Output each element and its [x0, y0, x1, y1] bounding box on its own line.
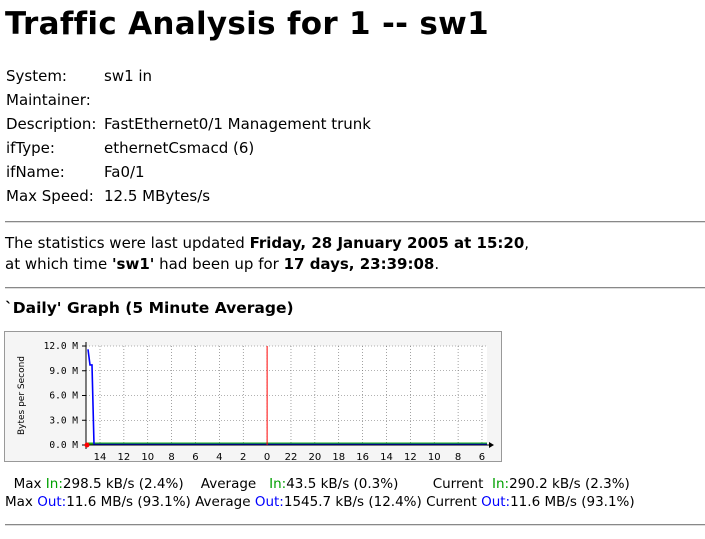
system-name: 'sw1' — [111, 255, 155, 273]
info-value: sw1 in — [104, 67, 153, 85]
current-in-value: 290.2 kB/s (2.3%) — [509, 476, 630, 492]
x-tick-label: 14 — [94, 452, 107, 461]
y-tick-label: 3.0 M — [49, 415, 78, 426]
last-updated-time: Friday, 28 January 2005 at 15:20 — [249, 234, 525, 252]
info-row-ifname: ifName: Fa0/1 — [6, 160, 371, 184]
stats-text: had been up for — [154, 255, 284, 273]
legend-in-label: In: — [45, 476, 63, 492]
x-tick-label: 10 — [428, 452, 441, 461]
divider — [5, 524, 705, 526]
x-tick-label: 2 — [240, 452, 246, 461]
info-key: System: — [6, 67, 67, 85]
x-tick-label: 12 — [118, 452, 131, 461]
legend-label: Current — [426, 494, 482, 510]
x-tick-label: 8 — [455, 452, 461, 461]
stats-text: at which time — [5, 255, 112, 273]
page-title: Traffic Analysis for 1 -- sw1 — [5, 6, 489, 42]
y-tick-label: 9.0 M — [49, 366, 78, 377]
stats-text: , — [524, 234, 530, 252]
legend-label: Max — [5, 494, 38, 510]
traffic-chart-svg: 0.0 M3.0 M6.0 M9.0 M12.0 M14 12 10 8 6 4 2 0 22 2… — [17, 341, 494, 463]
info-key: Description: — [6, 115, 97, 133]
info-row-system: System: sw1 in — [6, 64, 371, 88]
x-tick-label: 20 — [308, 452, 321, 461]
legend-in-label: In: — [492, 476, 510, 492]
divider — [5, 287, 705, 289]
x-tick-label: 6 — [192, 452, 198, 461]
info-value: Fa0/1 — [104, 163, 145, 181]
x-axis-arrow — [489, 442, 494, 448]
origin-marker — [84, 442, 90, 448]
legend-row-out: Max Out:11.6 MB/s (93.1%) Average Out:15… — [5, 494, 635, 510]
avg-in-value: 43.5 kB/s (0.3%) — [286, 476, 399, 492]
x-tick-label: 14 — [380, 452, 393, 461]
info-value: 12.5 MBytes/s — [104, 187, 211, 205]
info-row-iftype: ifType: ethernetCsmacd (6) — [6, 136, 371, 160]
y-axis-label: Bytes per Second — [17, 356, 27, 435]
info-row-max-speed: Max Speed: 12.5 MBytes/s — [6, 184, 371, 208]
info-row-maintainer: Maintainer: — [6, 88, 371, 112]
legend-row-in: Max In:298.5 kB/s (2.4%) Average In:43.5… — [5, 476, 630, 492]
graph-title: `Daily' Graph (5 Minute Average) — [5, 299, 294, 317]
stats-line-updated: The statistics were last updated Friday,… — [5, 233, 529, 254]
x-tick-label: 0 — [264, 452, 270, 461]
info-key: ifType: — [6, 139, 55, 157]
max-in-value: 298.5 kB/s (2.4%) — [62, 476, 184, 492]
info-key: Max Speed: — [6, 187, 94, 205]
x-tick-label: 4 — [216, 452, 222, 461]
uptime-value: 17 days, 23:39:08 — [283, 255, 435, 273]
x-tick-label: 18 — [332, 452, 345, 461]
legend-label: Max — [13, 476, 46, 492]
y-tick-label: 12.0 M — [44, 341, 79, 352]
info-key: Maintainer: — [6, 91, 91, 109]
current-out-value: 11.6 MB/s (93.1%) — [510, 494, 635, 510]
x-tick-label: 16 — [356, 452, 369, 461]
divider — [5, 221, 705, 223]
max-out-value: 11.6 MB/s (93.1%) — [66, 494, 191, 510]
x-tick-label: 12 — [404, 452, 417, 461]
stats-text: . — [434, 255, 440, 273]
info-value: ethernetCsmacd (6) — [104, 139, 255, 157]
legend-out-label: Out: — [481, 494, 511, 510]
legend-label: Average — [200, 476, 261, 492]
stats-text: The statistics were last updated — [5, 234, 250, 252]
daily-traffic-graph: 0.0 M 3.0 M 6.0 M 9.0 M 12.0 M 14 12 10 8 6 4 2 0 22 2… — [4, 331, 502, 463]
legend-label: Current — [432, 476, 488, 492]
stats-line-uptime: at which time 'sw1' had been up for 17 d… — [5, 254, 439, 275]
x-tick-label: 10 — [141, 452, 154, 461]
legend-out-label: Out: — [254, 494, 284, 510]
legend-label: Average — [195, 494, 255, 510]
interface-info-table: System: sw1 in Maintainer: Description: … — [6, 64, 371, 208]
y-tick-label: 0.0 M — [49, 440, 78, 451]
y-tick-label: 6.0 M — [49, 391, 78, 402]
avg-out-value: 1545.7 kB/s (12.4%) — [283, 494, 422, 510]
info-value: FastEthernet0/1 Management trunk — [104, 115, 371, 133]
info-row-description: Description: FastEthernet0/1 Management … — [6, 112, 371, 136]
x-tick-label: 8 — [168, 452, 174, 461]
legend-out-label: Out: — [37, 494, 67, 510]
x-tick-label: 6 — [479, 452, 485, 461]
info-key: ifName: — [6, 163, 65, 181]
x-tick-label: 22 — [285, 452, 298, 461]
legend-in-label: In: — [269, 476, 287, 492]
